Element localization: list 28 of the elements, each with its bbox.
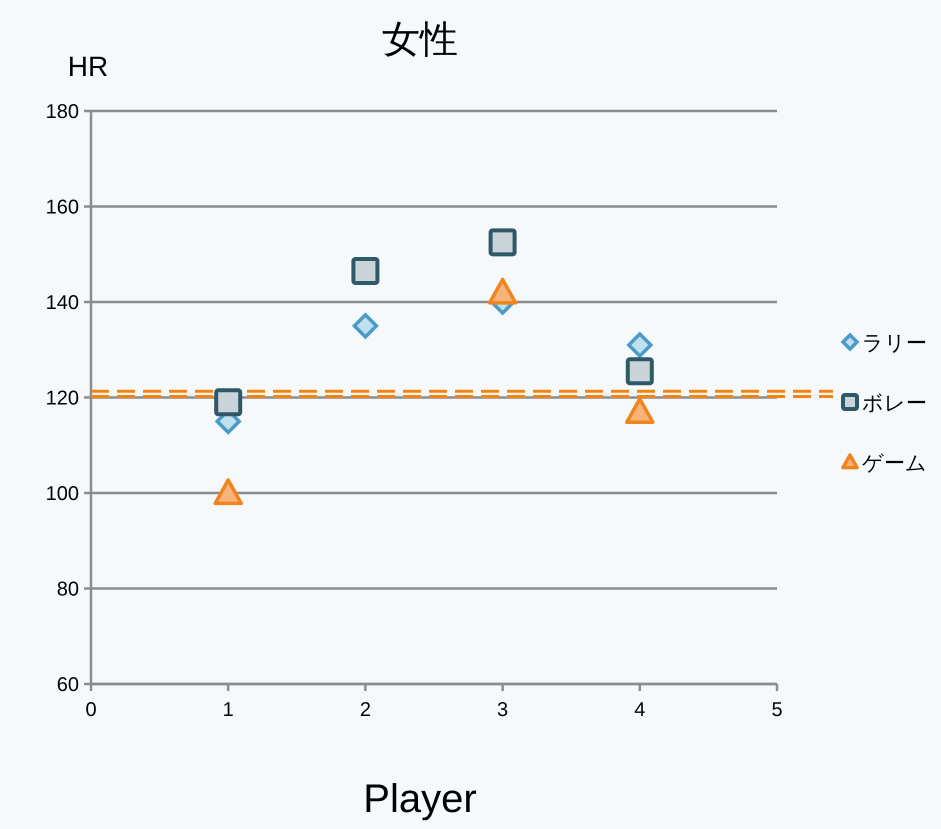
point — [488, 228, 517, 256]
x-tick-label: 3 — [497, 699, 508, 721]
y-tick-label: 60 — [56, 674, 79, 696]
point — [626, 357, 654, 386]
point — [488, 278, 518, 305]
y-tick-label: 80 — [56, 578, 79, 600]
y-tick-label: 180 — [46, 101, 79, 123]
legend-label: ラリー — [862, 332, 927, 355]
x-axis-title: Player — [363, 777, 477, 821]
chart-title: 女性 — [382, 19, 458, 61]
y-axis-title: HR — [68, 51, 108, 82]
legend-label: ボレー — [862, 392, 927, 415]
x-tick-label: 4 — [634, 699, 646, 721]
x-tick-label: 1 — [222, 699, 234, 721]
point — [352, 313, 378, 339]
x-tick-label: 2 — [360, 699, 371, 721]
y-tick-label: 100 — [46, 483, 79, 505]
point — [625, 397, 655, 424]
y-tick-label: 160 — [46, 196, 79, 218]
y-tick-label: 120 — [46, 388, 79, 410]
x-tick-label: 5 — [771, 699, 783, 721]
x-tick-label: 0 — [85, 699, 97, 721]
y-tick-label: 140 — [46, 292, 79, 314]
point — [213, 478, 243, 506]
point — [351, 256, 380, 285]
legend-label: ゲーム — [862, 452, 927, 475]
point — [214, 388, 242, 416]
point — [627, 332, 653, 358]
